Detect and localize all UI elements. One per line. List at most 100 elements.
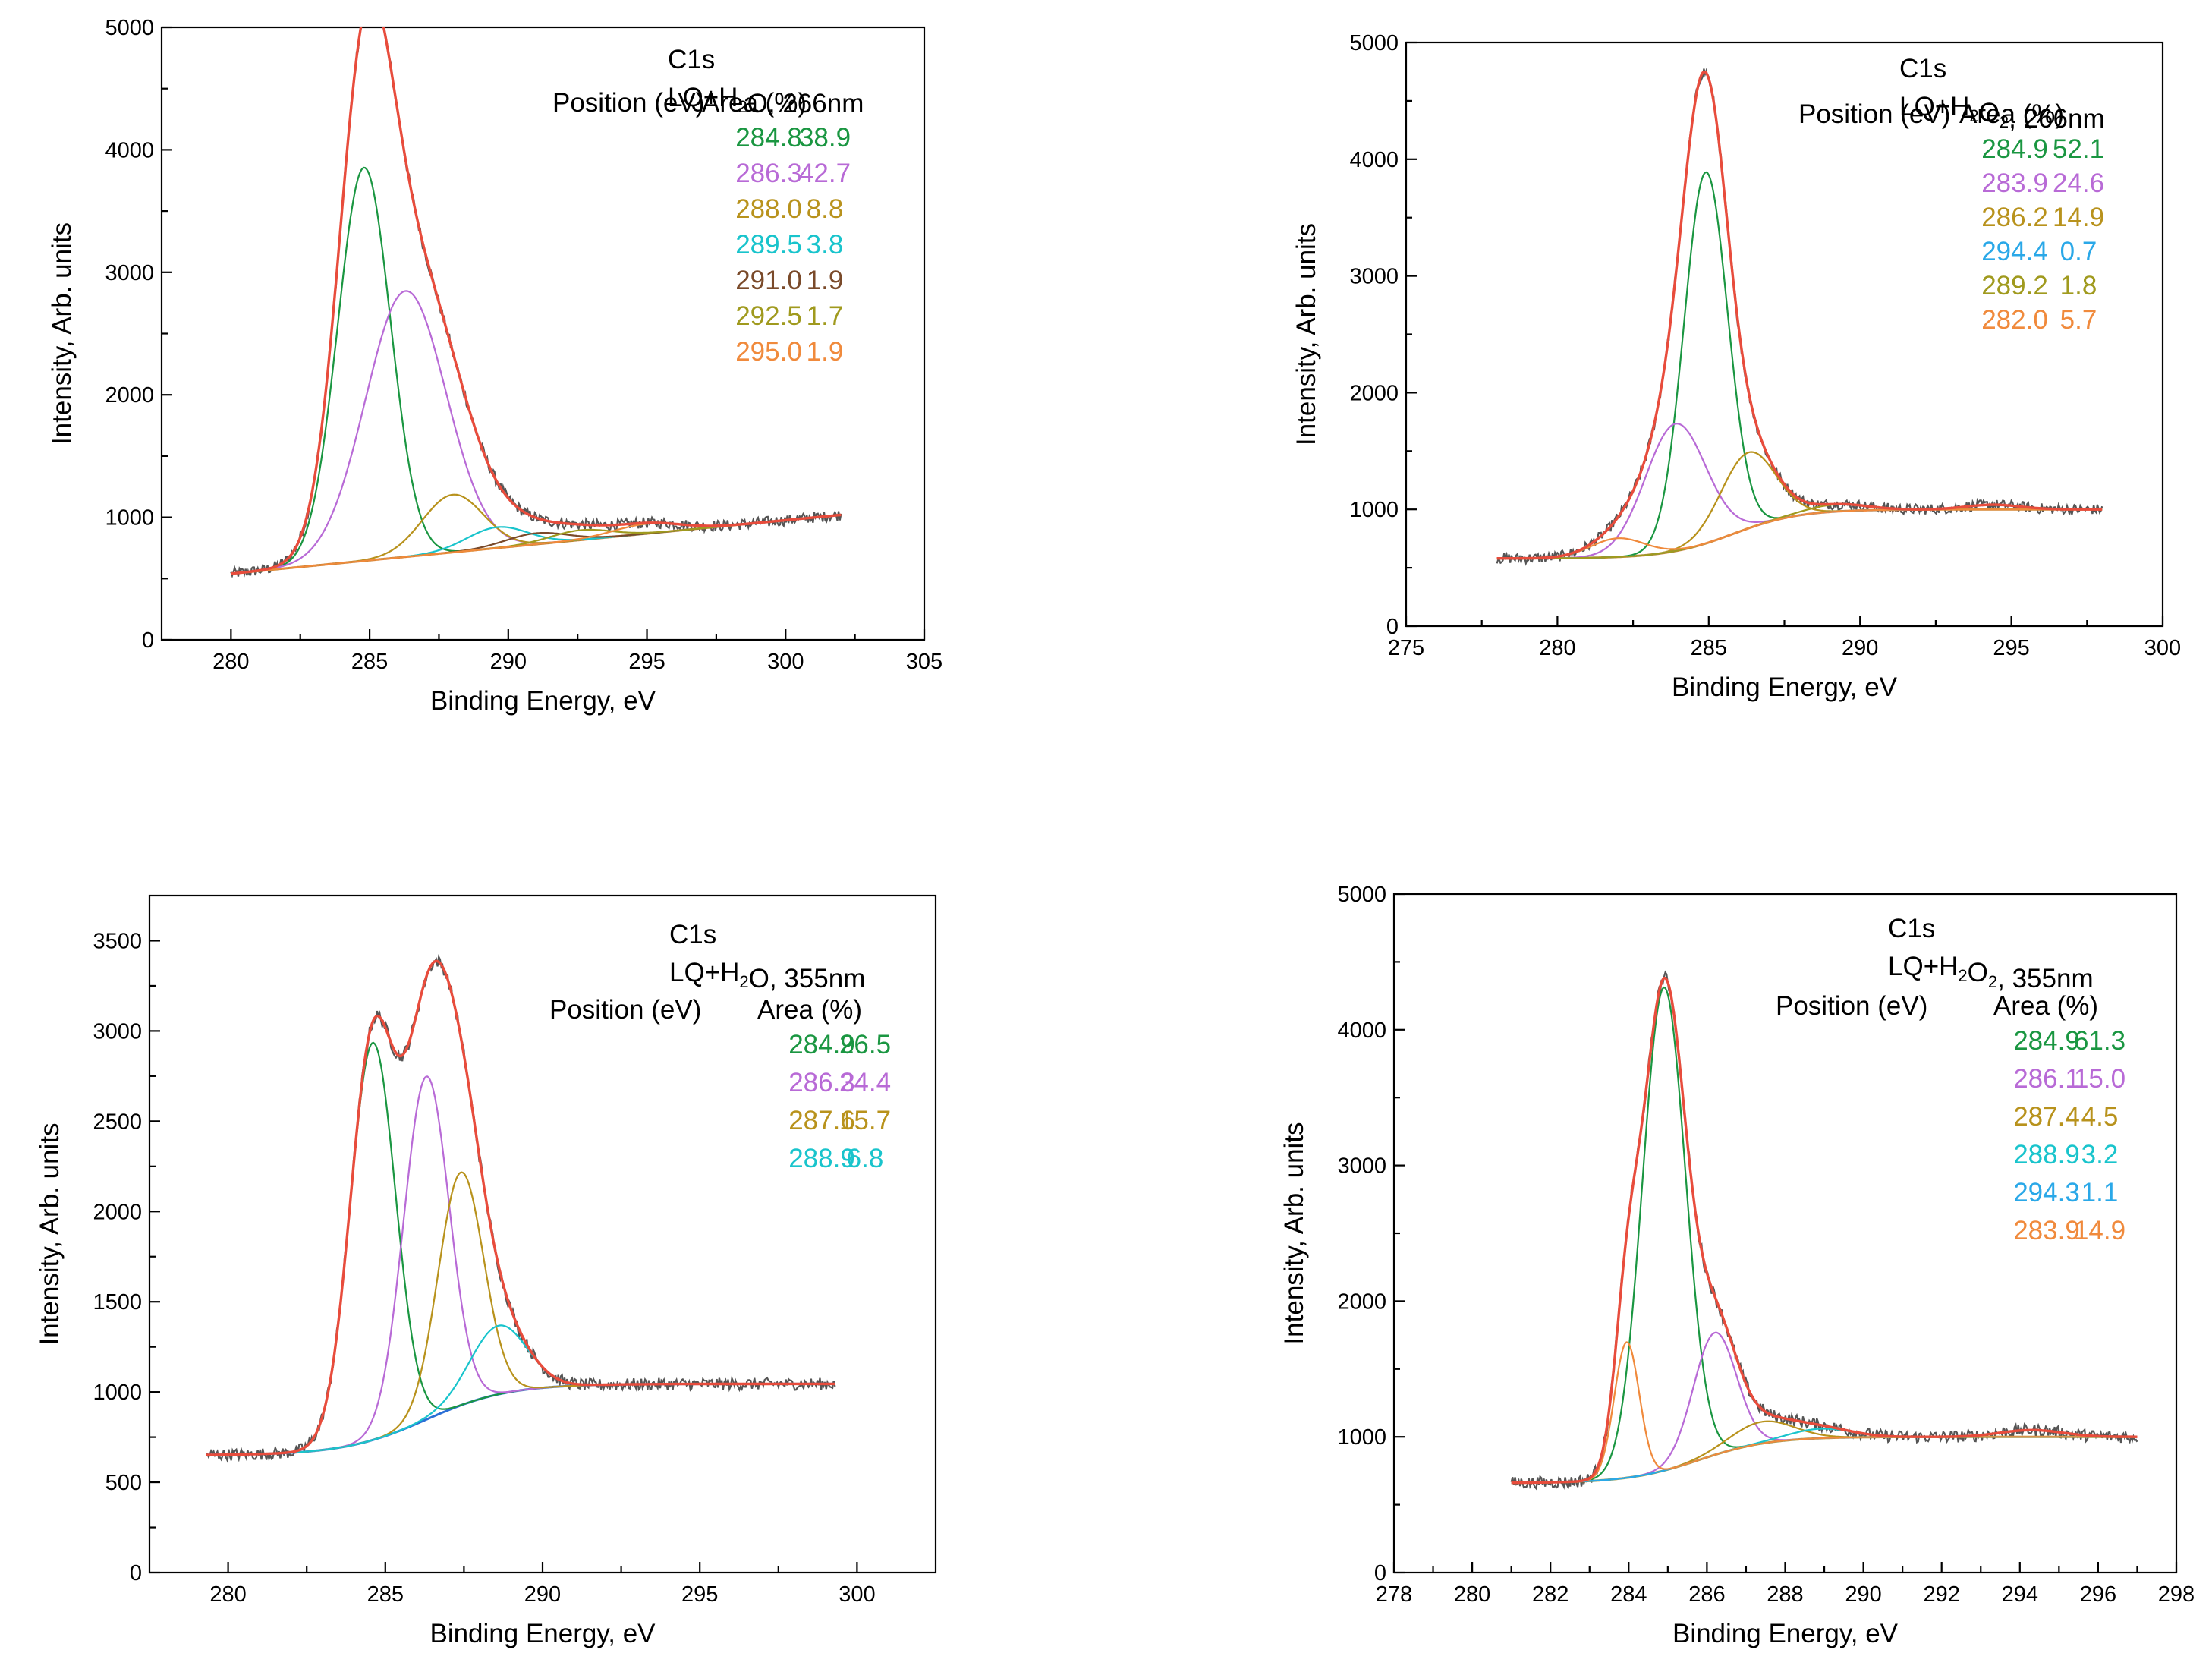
table-row-area: 26.5 xyxy=(839,1030,891,1059)
chart-panel-d: 278 280 282 284 286 288 290 292 294 296 298 0 1000 20… xyxy=(1279,883,2195,1648)
chart-panel-b: 275 280 285 290 295 300010002000300040005000B… xyxy=(1292,31,2181,702)
table-row-position: 295.0 xyxy=(735,337,802,367)
x-tick-label: 282 xyxy=(1532,1582,1569,1607)
y-tick-label: 2000 xyxy=(1349,381,1399,405)
table-row-area: 61.3 xyxy=(2074,1026,2125,1056)
curves-group xyxy=(1510,970,2138,1491)
table-row-area: 15.7 xyxy=(839,1106,891,1135)
sample-label: LQ+H2O2, 355nm xyxy=(1888,952,2094,993)
x-tick-label: 295 xyxy=(628,650,665,674)
table-row-area: 6.8 xyxy=(847,1144,884,1173)
y-tick-label: 4000 xyxy=(1349,148,1399,172)
table-row-position: 282.0 xyxy=(1981,305,2048,335)
table-row-position: 284.9 xyxy=(2013,1026,2080,1056)
component-peak-294-4 xyxy=(1496,504,2103,559)
y-tick-label: 2500 xyxy=(93,1110,142,1134)
table-row-position: 287.6 xyxy=(788,1106,855,1135)
y-tick-label: 500 xyxy=(105,1471,142,1495)
component-peak-286-3 xyxy=(231,290,842,575)
x-axis-label: Binding Energy, eV xyxy=(1672,1619,1899,1648)
table-row-area: 0.7 xyxy=(2060,237,2097,266)
x-axis-label: Binding Energy, eV xyxy=(429,1619,656,1648)
x-axis-label: Binding Energy, eV xyxy=(430,686,656,716)
x-tick-label: 290 xyxy=(524,1582,561,1607)
table-row-position: 289.2 xyxy=(1981,271,2048,301)
table-row-position: 283.9 xyxy=(2013,1216,2080,1245)
table-row-position: 288.0 xyxy=(735,194,802,224)
y-tick-label: 1000 xyxy=(93,1381,142,1405)
curves-group xyxy=(230,27,842,579)
table-row-area: 24.4 xyxy=(839,1068,891,1097)
table-row-position: 286.1 xyxy=(2013,1064,2080,1094)
y-tick-label: 1000 xyxy=(1349,498,1399,522)
chart-title: C1s xyxy=(668,45,715,74)
y-tick-label: 0 xyxy=(130,1561,142,1585)
x-tick-label: 292 xyxy=(1924,1582,1960,1607)
table-row-position: 286.3 xyxy=(788,1068,855,1097)
curves-group xyxy=(206,954,836,1464)
x-tick-label: 300 xyxy=(839,1582,875,1607)
y-tick-label: 2000 xyxy=(93,1200,142,1224)
table-row-position: 284.8 xyxy=(735,123,802,153)
x-tick-label: 280 xyxy=(1454,1582,1490,1607)
x-axis-label: Binding Energy, eV xyxy=(1672,672,1898,702)
y-tick-label: 3000 xyxy=(93,1019,142,1044)
y-tick-label: 5000 xyxy=(1349,31,1399,55)
x-tick-label: 300 xyxy=(767,650,804,674)
table-row-position: 288.9 xyxy=(788,1144,855,1173)
y-tick-label: 5000 xyxy=(105,16,154,40)
x-tick-label: 284 xyxy=(1610,1582,1647,1607)
component-peak-289-2 xyxy=(1496,503,2103,559)
x-tick-label: 278 xyxy=(1376,1582,1412,1607)
x-tick-label: 280 xyxy=(1539,636,1575,660)
table-header-position: Position (eV) xyxy=(549,995,701,1025)
x-tick-label: 280 xyxy=(209,1582,246,1607)
table-row-area: 1.8 xyxy=(2060,271,2097,301)
table-row-area: 1.9 xyxy=(807,337,844,367)
table-row-area: 8.8 xyxy=(807,194,844,224)
x-tick-label: 288 xyxy=(1767,1582,1803,1607)
table-row-position: 287.4 xyxy=(2013,1102,2080,1132)
chart-panel-a: 280 285 290 295 300 305 0 1000 2000 3000 4000 5000 B… xyxy=(47,16,942,716)
chart-panel-c: 280 285 290 295 3000500100015002000250030003… xyxy=(35,894,937,1648)
y-tick-label: 1000 xyxy=(105,506,154,531)
table-row-area: 3.8 xyxy=(807,230,844,260)
x-tick-label: 305 xyxy=(906,650,942,674)
x-tick-label: 295 xyxy=(681,1582,718,1607)
fit-envelope-line xyxy=(1496,70,2103,560)
table-header-position: Position (eV) xyxy=(1798,99,1950,129)
table-header-area: Area (%) xyxy=(1993,991,2098,1021)
table-header-position: Position (eV) xyxy=(1776,991,1927,1021)
y-axis-label: Intensity, Arb. units xyxy=(1279,1122,1309,1344)
table-row-position: 294.4 xyxy=(1981,237,2048,266)
component-peak-284-9 xyxy=(206,1041,835,1456)
table-row-area: 3.2 xyxy=(2081,1140,2119,1170)
table-row-area: 14.9 xyxy=(2053,203,2104,232)
y-tick-label: 3000 xyxy=(1349,265,1399,289)
y-tick-label: 2000 xyxy=(105,383,154,408)
table-row-area: 1.1 xyxy=(2081,1178,2119,1207)
table-row-area: 14.9 xyxy=(2074,1216,2125,1245)
x-tick-label: 285 xyxy=(367,1582,404,1607)
raw-spectrum-line xyxy=(1496,68,2103,566)
table-row-area: 1.7 xyxy=(807,301,844,331)
table-row-area: 42.7 xyxy=(799,159,851,188)
table-row-position: 292.5 xyxy=(735,301,802,331)
table-header-area: Area (%) xyxy=(1959,99,2064,129)
component-peak-282-0 xyxy=(1496,508,2103,559)
x-tick-label: 296 xyxy=(2080,1582,2116,1607)
table-header-position: Position (eV) xyxy=(552,88,704,118)
y-tick-label: 0 xyxy=(1374,1561,1386,1585)
table-header-area: Area (%) xyxy=(757,995,862,1025)
y-tick-label: 4000 xyxy=(105,138,154,162)
x-tick-label: 298 xyxy=(2158,1582,2195,1607)
table-row-area: 52.1 xyxy=(2053,134,2104,164)
fit-envelope-line xyxy=(231,27,842,575)
table-row-position: 286.3 xyxy=(735,159,802,188)
x-tick-label: 275 xyxy=(1388,636,1424,660)
curves-group xyxy=(1496,68,2103,566)
y-tick-label: 3000 xyxy=(1337,1154,1386,1179)
component-peak-287-6 xyxy=(206,1171,835,1456)
y-tick-label: 5000 xyxy=(1337,883,1386,907)
